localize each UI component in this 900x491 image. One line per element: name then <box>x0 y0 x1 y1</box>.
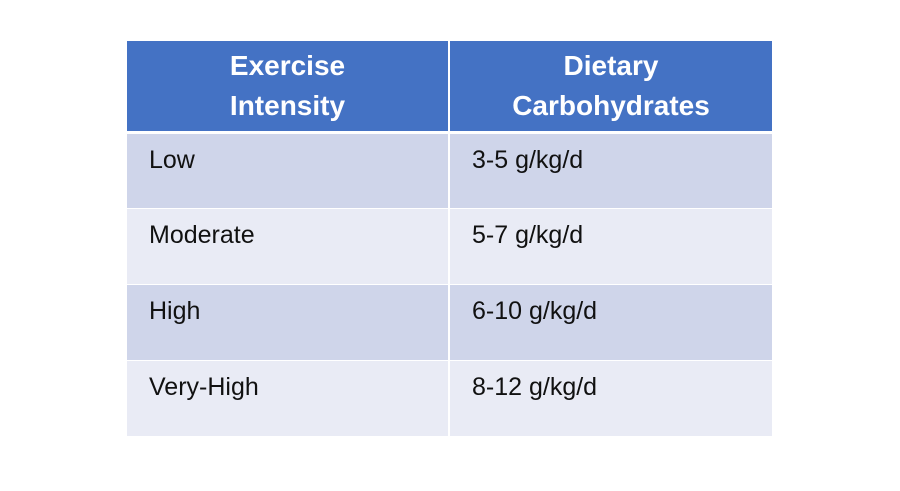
header-line: Carbohydrates <box>512 90 710 121</box>
intensity-cell: Moderate <box>127 208 450 285</box>
table-row: High 6-10 g/kg/d <box>127 284 772 361</box>
intensity-cell: Low <box>127 132 450 209</box>
carbs-cell: 3-5 g/kg/d <box>449 132 772 209</box>
carbs-cell: 8-12 g/kg/d <box>449 360 772 437</box>
table-row: Very-High 8-12 g/kg/d <box>127 360 772 437</box>
header-line: Exercise <box>229 50 346 81</box>
header-line: Dietary <box>563 50 659 81</box>
intensity-cell: High <box>127 284 450 361</box>
table-header-row: Exercise Intensity Dietary Carbohydrates <box>127 41 772 134</box>
header-exercise-intensity: Exercise Intensity <box>127 41 450 134</box>
header-dietary-carbohydrates: Dietary Carbohydrates <box>449 41 772 134</box>
table-row: Moderate 5-7 g/kg/d <box>127 208 772 285</box>
carbs-cell: 5-7 g/kg/d <box>449 208 772 285</box>
header-line: Intensity <box>229 90 346 121</box>
table-row: Low 3-5 g/kg/d <box>127 132 772 209</box>
carbohydrate-intake-table: Exercise Intensity Dietary Carbohydrates… <box>127 41 772 437</box>
intensity-cell: Very-High <box>127 360 450 437</box>
carbs-cell: 6-10 g/kg/d <box>449 284 772 361</box>
